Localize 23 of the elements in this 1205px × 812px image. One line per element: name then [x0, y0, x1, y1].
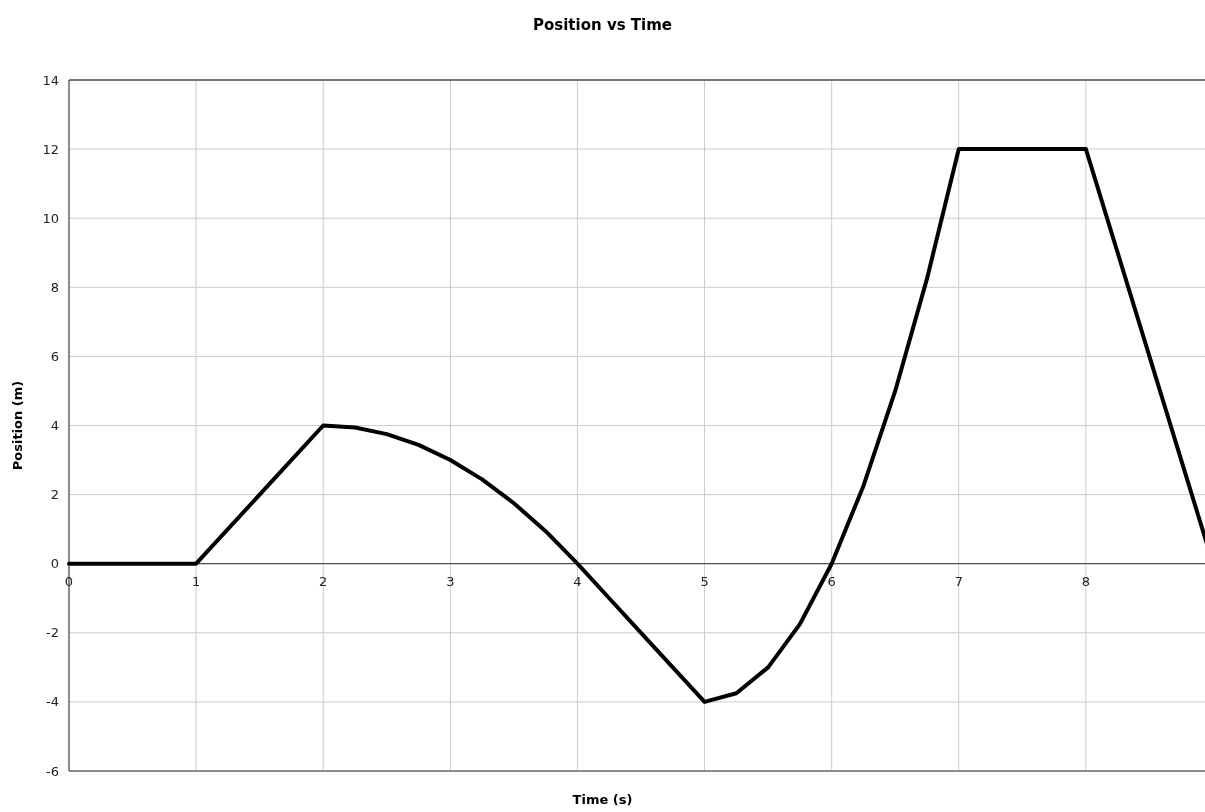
x-tick-label: 4 — [573, 573, 582, 589]
y-tick-label: -4 — [46, 694, 59, 710]
y-axis-title: Position (m) — [10, 380, 25, 471]
y-tick-label: -6 — [46, 763, 59, 779]
y-tick-label: 10 — [42, 210, 59, 226]
y-tick-label: 12 — [42, 141, 59, 157]
y-tick-label: 4 — [50, 418, 59, 434]
y-tick-label: 14 — [42, 72, 59, 88]
chart-title: Position vs Time — [533, 16, 672, 34]
y-tick-label: 0 — [50, 556, 59, 572]
y-tick-label: -2 — [46, 625, 59, 641]
x-tick-label: 7 — [954, 573, 963, 589]
y-tick-label: 8 — [50, 279, 59, 295]
y-tick-label: 2 — [50, 487, 59, 503]
x-tick-label: 6 — [827, 573, 836, 589]
y-tick-label: 6 — [50, 348, 59, 364]
x-tick-label: 3 — [446, 573, 455, 589]
x-axis-title: Time (s) — [572, 792, 633, 807]
x-tick-label: 1 — [191, 573, 201, 589]
x-tick-label: 5 — [700, 573, 709, 589]
x-tick-label: 8 — [1081, 573, 1091, 589]
x-tick-label: 0 — [64, 573, 74, 589]
x-tick-label: 2 — [319, 573, 328, 589]
